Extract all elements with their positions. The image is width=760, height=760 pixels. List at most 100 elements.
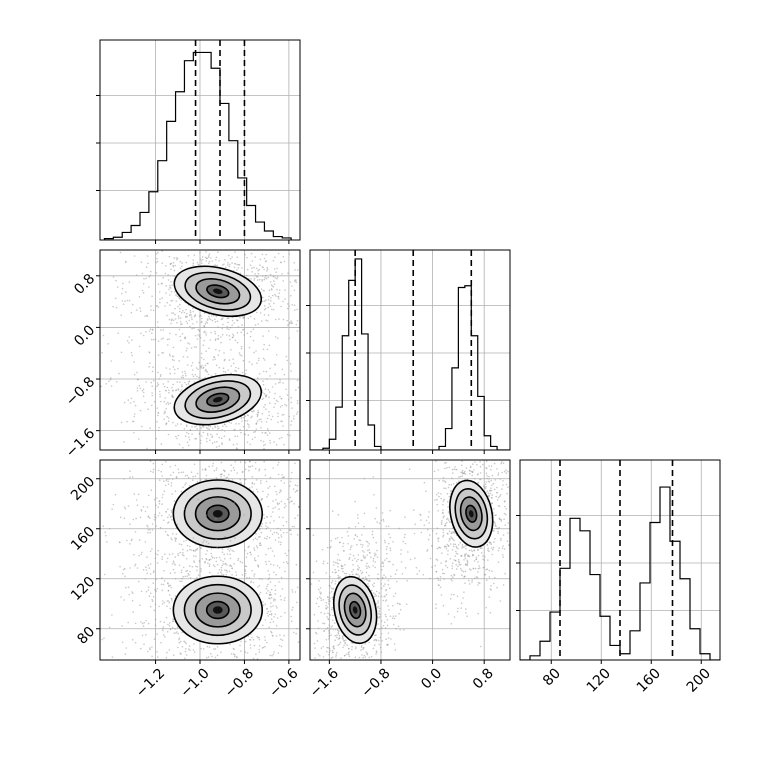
scatter-point [152, 462, 155, 465]
scatter-point [228, 328, 230, 331]
scatter-point [374, 644, 376, 646]
scatter-point [502, 534, 505, 536]
scatter-point [129, 402, 132, 404]
scatter-point [258, 536, 260, 538]
density-level [212, 288, 223, 295]
scatter-point [233, 563, 235, 565]
scatter-point [266, 434, 269, 436]
scatter-point [165, 511, 167, 513]
scatter-point [150, 381, 153, 384]
scatter-point [263, 308, 266, 311]
scatter-point [144, 315, 146, 318]
scatter-point [138, 539, 141, 541]
scatter-point [500, 539, 502, 541]
scatter-point [165, 479, 168, 482]
scatter-point [140, 332, 142, 335]
scatter-point [444, 524, 447, 527]
scatter-point [205, 540, 208, 543]
scatter-point [440, 562, 442, 564]
scatter-point [158, 502, 161, 505]
scatter-point [373, 595, 376, 598]
scatter-point [180, 571, 183, 574]
scatter-point [136, 387, 139, 389]
scatter-point [234, 262, 236, 265]
scatter-point [234, 461, 237, 463]
scatter-point [382, 562, 385, 565]
scatter-point [267, 276, 269, 279]
scatter-point [293, 503, 295, 505]
scatter-point [358, 539, 361, 541]
scatter-point [260, 288, 263, 290]
scatter-point [103, 637, 105, 639]
scatter-point [170, 291, 173, 293]
scatter-point [381, 640, 383, 642]
scatter-point [198, 361, 200, 364]
scatter-point [293, 304, 296, 306]
scatter-point [277, 503, 279, 506]
scatter-point [174, 578, 177, 580]
scatter-point [240, 331, 242, 334]
scatter-point [236, 443, 238, 445]
scatter-point [443, 487, 445, 489]
scatter-point [278, 298, 280, 300]
scatter-point [140, 647, 142, 650]
scatter-point [163, 418, 165, 421]
scatter-point [488, 550, 490, 553]
contour-line [194, 592, 241, 628]
scatter-point [143, 621, 145, 624]
scatter-point [269, 485, 271, 488]
scatter-point [220, 341, 222, 344]
scatter-point [267, 547, 270, 550]
density-level [212, 396, 223, 403]
scatter-point [218, 260, 220, 262]
scatter-point [389, 536, 391, 539]
scatter-point [313, 642, 316, 645]
scatter-point [205, 370, 208, 372]
scatter-point [169, 332, 171, 335]
scatter-point [200, 366, 203, 368]
scatter-point [213, 648, 215, 650]
scatter-point [224, 558, 226, 560]
scatter-point [261, 253, 264, 256]
scatter-point [316, 640, 319, 642]
scatter-point [185, 374, 187, 377]
scatter-point [489, 542, 492, 544]
scatter-point [466, 562, 469, 564]
scatter-point [357, 517, 359, 519]
scatter-point [330, 657, 333, 659]
scatter-point [278, 318, 280, 320]
scatter-point [258, 468, 261, 470]
scatter-point [501, 554, 504, 556]
scatter-point [213, 557, 216, 559]
scatter-point [115, 306, 118, 309]
scatter-point [157, 515, 160, 517]
scatter-point [469, 465, 472, 468]
scatter-point [258, 584, 261, 587]
scatter-point [245, 565, 248, 568]
scatter-point [289, 434, 291, 437]
scatter-point [179, 339, 182, 342]
scatter-point [180, 490, 183, 493]
scatter-point [138, 296, 141, 298]
scatter-point [133, 415, 136, 418]
scatter-point [256, 362, 258, 364]
scatter-point [387, 605, 389, 607]
scatter-point [184, 657, 186, 660]
scatter-point [362, 647, 364, 649]
scatter-point [225, 562, 227, 565]
scatter-point [182, 551, 184, 554]
scatter-point [454, 466, 456, 468]
scatter-point [274, 277, 276, 279]
scatter-point [382, 625, 385, 627]
scatter-point [248, 638, 251, 641]
scatter-point [231, 549, 233, 552]
scatter-point [458, 476, 460, 478]
scatter-point [158, 291, 161, 293]
scatter-point [270, 563, 272, 566]
scatter-point [249, 315, 252, 318]
scatter-point [325, 628, 327, 630]
scatter-point [199, 547, 201, 549]
scatter-point [394, 573, 397, 575]
scatter-point [128, 336, 131, 338]
scatter-point [255, 532, 257, 535]
